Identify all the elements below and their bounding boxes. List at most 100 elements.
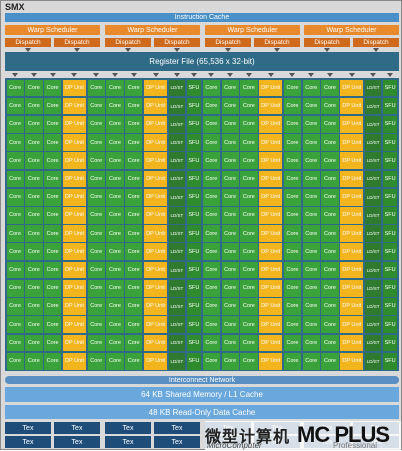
ldst-unit: LD/ST: [364, 243, 382, 261]
warp-scheduler: Warp Scheduler: [105, 25, 200, 35]
sfu-unit: SFU: [382, 152, 398, 170]
dp-unit: DP Unit: [143, 170, 168, 188]
core-unit: Core: [125, 298, 143, 315]
dp-unit: DP Unit: [340, 134, 364, 151]
dp-unit: DP Unit: [143, 225, 168, 242]
dispatch-unit: Dispatch: [254, 38, 300, 47]
core-unit: Core: [125, 188, 143, 206]
core-unit: Core: [202, 188, 220, 206]
core-unit: Core: [221, 243, 239, 261]
dp-unit: DP Unit: [62, 243, 87, 261]
watermark-logo-text: MC PLUS: [297, 422, 390, 447]
ldst-unit: LD/ST: [364, 279, 382, 297]
core-unit: Core: [25, 134, 43, 151]
core-unit: Core: [25, 97, 43, 115]
dp-unit: DP Unit: [340, 352, 364, 370]
core-unit: Core: [283, 152, 302, 170]
core-unit: Core: [87, 97, 105, 115]
core-unit: Core: [283, 207, 302, 224]
core-unit: Core: [125, 79, 143, 97]
watermark-brand-en: MicroComputer: [207, 441, 262, 450]
dp-unit: DP Unit: [143, 115, 168, 133]
core-unit: Core: [221, 115, 239, 133]
dispatch-unit: Dispatch: [105, 38, 151, 47]
sfu-unit: SFU: [186, 170, 202, 188]
core-unit: Core: [240, 334, 258, 352]
dp-unit: DP Unit: [143, 243, 168, 261]
arrow-icon: [387, 73, 394, 77]
arrow-icon: [125, 48, 131, 52]
dp-unit: DP Unit: [259, 134, 283, 151]
core-unit: Core: [6, 279, 24, 297]
core-unit: Core: [44, 207, 62, 224]
core-unit: Core: [125, 225, 143, 242]
dp-unit: DP Unit: [62, 79, 87, 97]
arrow-icon: [245, 73, 252, 77]
core-unit: Core: [44, 97, 62, 115]
dp-unit: DP Unit: [340, 207, 364, 224]
core-unit: Core: [202, 115, 220, 133]
core-unit: Core: [221, 316, 239, 334]
ldst-unit: LD/ST: [168, 115, 186, 133]
core-unit: Core: [87, 298, 105, 315]
core-unit: Core: [283, 188, 302, 206]
dp-unit: DP Unit: [143, 334, 168, 352]
arrow-icon: [208, 73, 215, 77]
core-unit: Core: [106, 298, 124, 315]
core-unit: Core: [221, 134, 239, 151]
dp-unit: DP Unit: [62, 152, 87, 170]
core-unit: Core: [6, 352, 24, 370]
dp-unit: DP Unit: [62, 170, 87, 188]
sfu-unit: SFU: [186, 115, 202, 133]
dp-unit: DP Unit: [143, 279, 168, 297]
core-unit: Core: [44, 188, 62, 206]
core-unit: Core: [321, 261, 339, 279]
core-unit: Core: [25, 170, 43, 188]
core-unit: Core: [25, 261, 43, 279]
warp-scheduler: Warp Scheduler: [205, 25, 300, 35]
core-unit: Core: [283, 352, 302, 370]
core-unit: Core: [202, 352, 220, 370]
core-unit: Core: [44, 279, 62, 297]
sfu-unit: SFU: [186, 152, 202, 170]
warp-scheduler: Warp Scheduler: [304, 25, 399, 35]
core-unit: Core: [87, 261, 105, 279]
core-unit: Core: [240, 261, 258, 279]
core-unit: Core: [321, 352, 339, 370]
ldst-unit: LD/ST: [168, 79, 186, 97]
core-unit: Core: [6, 152, 24, 170]
core-unit: Core: [87, 243, 105, 261]
arrow-icon: [71, 73, 78, 77]
core-unit: Core: [6, 134, 24, 151]
sfu-unit: SFU: [382, 207, 398, 224]
core-unit: Core: [321, 298, 339, 315]
core-unit: Core: [44, 170, 62, 188]
core-unit: Core: [44, 243, 62, 261]
core-unit: Core: [283, 334, 302, 352]
dp-unit: DP Unit: [143, 261, 168, 279]
interconnect-network: Interconnect Network: [5, 376, 399, 384]
smx-title: SMX: [5, 2, 25, 12]
core-unit: Core: [321, 243, 339, 261]
dp-unit: DP Unit: [62, 97, 87, 115]
core-unit: Core: [221, 152, 239, 170]
ldst-unit: LD/ST: [364, 298, 382, 315]
core-unit: Core: [125, 352, 143, 370]
ldst-unit: LD/ST: [168, 207, 186, 224]
sfu-unit: SFU: [186, 261, 202, 279]
execution-unit-grid: Core Core Core DP Unit Core Core Core DP Unit LD…: [5, 78, 399, 371]
dp-unit: DP Unit: [62, 279, 87, 297]
sfu-unit: SFU: [382, 115, 398, 133]
core-unit: Core: [283, 79, 302, 97]
tex-unit: Tex: [154, 422, 200, 434]
watermark-logo: 微型计算机 MicroComputer MC PLUS Professional: [205, 421, 401, 451]
core-unit: Core: [87, 152, 105, 170]
core-unit: Core: [125, 170, 143, 188]
core-unit: Core: [202, 207, 220, 224]
dispatch-unit: Dispatch: [353, 38, 399, 47]
dp-unit: DP Unit: [259, 115, 283, 133]
core-unit: Core: [25, 188, 43, 206]
core-unit: Core: [240, 298, 258, 315]
dp-unit: DP Unit: [340, 261, 364, 279]
